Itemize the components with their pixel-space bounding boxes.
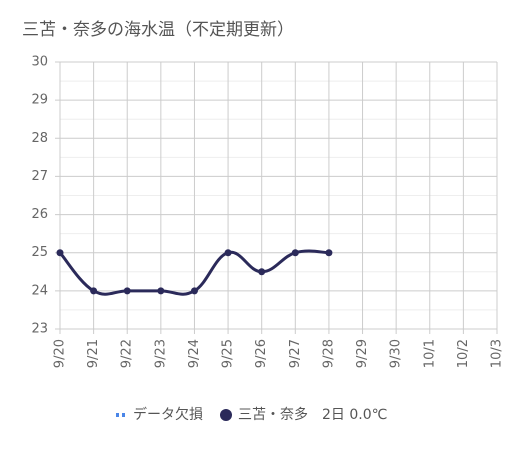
point <box>190 287 198 295</box>
point <box>90 287 98 295</box>
x-tick-label: 9/30 <box>389 339 404 368</box>
point <box>56 249 64 257</box>
x-tick-label: 9/24 <box>187 339 202 368</box>
x-tick-label: 9/25 <box>221 339 236 368</box>
legend-marker <box>220 409 232 421</box>
y-tick-label: 28 <box>31 131 48 146</box>
y-tick-label: 27 <box>31 169 48 184</box>
x-tick-label: 9/20 <box>53 339 68 368</box>
x-tick-label: 9/23 <box>153 339 168 368</box>
legend-label: 三苫・奈多 2日 0.0℃ <box>238 406 387 423</box>
point <box>157 287 165 295</box>
x-tick-label: 10/2 <box>456 339 471 368</box>
point <box>224 249 232 257</box>
y-tick-label: 29 <box>31 93 48 108</box>
y-tick-label: 24 <box>31 283 48 298</box>
x-tick-label: 10/3 <box>490 339 505 368</box>
y-tick-label: 30 <box>31 55 48 70</box>
y-tick-label: 25 <box>31 245 48 260</box>
point <box>258 268 266 276</box>
point <box>123 287 131 295</box>
x-tick-label: 9/28 <box>321 339 336 368</box>
y-tick-label: 26 <box>31 207 48 222</box>
point <box>325 249 333 257</box>
point <box>291 249 299 257</box>
x-tick-label: 9/21 <box>86 339 101 368</box>
legend-label: データ欠損 <box>133 406 203 423</box>
x-tick-label: 9/29 <box>355 339 370 368</box>
x-tick-label: 9/22 <box>120 339 135 368</box>
y-tick-label: 23 <box>31 322 48 337</box>
x-tick-label: 9/27 <box>288 339 303 368</box>
x-tick-label: 9/26 <box>254 339 269 368</box>
x-tick-label: 10/1 <box>422 339 437 368</box>
chart-title: 三苫・奈多の海水温（不定期更新） <box>22 20 294 40</box>
